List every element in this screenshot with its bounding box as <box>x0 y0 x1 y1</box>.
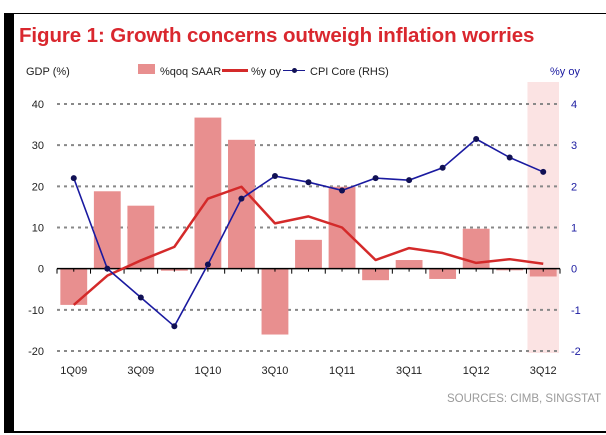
x-tick-label: 3Q10 <box>262 365 289 377</box>
y-tick-label-left: -20 <box>28 346 44 358</box>
marker-cpi-1Q12 <box>473 135 480 142</box>
y-tick-label-right: -1 <box>571 305 581 317</box>
bar-qoq-4Q11 <box>429 268 457 279</box>
y-axis-label-right: %y oy <box>550 66 580 78</box>
marker-cpi-4Q09 <box>171 323 178 330</box>
marker-cpi-4Q10 <box>305 179 312 186</box>
left-accent-bar <box>4 13 14 433</box>
bar-qoq-2Q10 <box>228 139 255 269</box>
bar-qoq-2Q11 <box>362 268 389 281</box>
y-tick-label-right: 3 <box>571 140 577 152</box>
legend-label-yoy: %y oy <box>251 66 281 78</box>
source-note: SOURCES: CIMB, SINGSTAT <box>447 393 602 405</box>
marker-cpi-2Q12 <box>506 154 513 161</box>
legend-label-qoq: %qoq SAAR <box>160 66 222 78</box>
y-tick-label-right: 0 <box>571 264 577 276</box>
y-tick-label-left: -10 <box>28 305 44 317</box>
marker-cpi-3Q11 <box>406 177 413 184</box>
bar-qoq-1Q10 <box>194 117 222 269</box>
marker-cpi-2Q11 <box>372 175 379 182</box>
marker-cpi-1Q10 <box>204 261 211 268</box>
marker-cpi-3Q09 <box>137 294 144 301</box>
x-tick-label: 1Q11 <box>329 365 355 377</box>
y-tick-label-right: -2 <box>571 346 581 358</box>
bar-qoq-3Q10 <box>261 268 289 335</box>
legend-swatch-qoq <box>138 64 155 74</box>
x-tick-label: 1Q12 <box>463 365 490 377</box>
y-tick-label-left: 30 <box>32 140 44 152</box>
legend-label-cpi: CPI Core (RHS) <box>310 66 389 78</box>
y-tick-label-left: 40 <box>32 99 44 111</box>
y-tick-label-right: 4 <box>571 99 577 111</box>
marker-cpi-1Q09 <box>70 175 77 182</box>
marker-cpi-3Q10 <box>271 173 278 180</box>
y-tick-label-left: 0 <box>38 264 44 276</box>
y-tick-label-left: 10 <box>32 223 44 235</box>
bar-qoq-2Q09 <box>93 191 121 269</box>
x-tick-label: 3Q12 <box>530 365 557 377</box>
x-tick-label: 3Q11 <box>396 365 422 377</box>
x-tick-label: 3Q09 <box>127 365 154 377</box>
marker-cpi-4Q11 <box>439 164 446 171</box>
y-tick-label-right: 1 <box>571 223 577 235</box>
bar-qoq-4Q10 <box>295 239 322 269</box>
marker-cpi-2Q10 <box>238 195 245 202</box>
y-tick-label-left: 20 <box>32 181 44 193</box>
highlight-band <box>527 82 559 353</box>
line-yoy <box>72 185 544 306</box>
marker-cpi-3Q12 <box>540 168 547 175</box>
bar-qoq-1Q09 <box>60 268 88 305</box>
bottom-border <box>14 431 606 433</box>
bar-qoq-3Q12 <box>529 268 557 277</box>
bar-qoq-3Q11 <box>395 260 423 269</box>
chart-title: Figure 1: Growth concerns outweigh infla… <box>19 24 535 47</box>
top-border <box>4 13 606 14</box>
x-tick-label: 1Q09 <box>60 365 87 377</box>
legend-swatch-yoy <box>222 69 248 72</box>
legend-marker-cpi <box>292 68 297 73</box>
x-tick-label: 1Q10 <box>194 365 221 377</box>
marker-cpi-1Q11 <box>339 187 346 194</box>
bar-qoq-3Q09 <box>127 205 155 269</box>
y-tick-label-right: 2 <box>571 181 577 193</box>
y-axis-label-left: GDP (%) <box>26 66 70 78</box>
marker-cpi-2Q09 <box>104 265 111 272</box>
